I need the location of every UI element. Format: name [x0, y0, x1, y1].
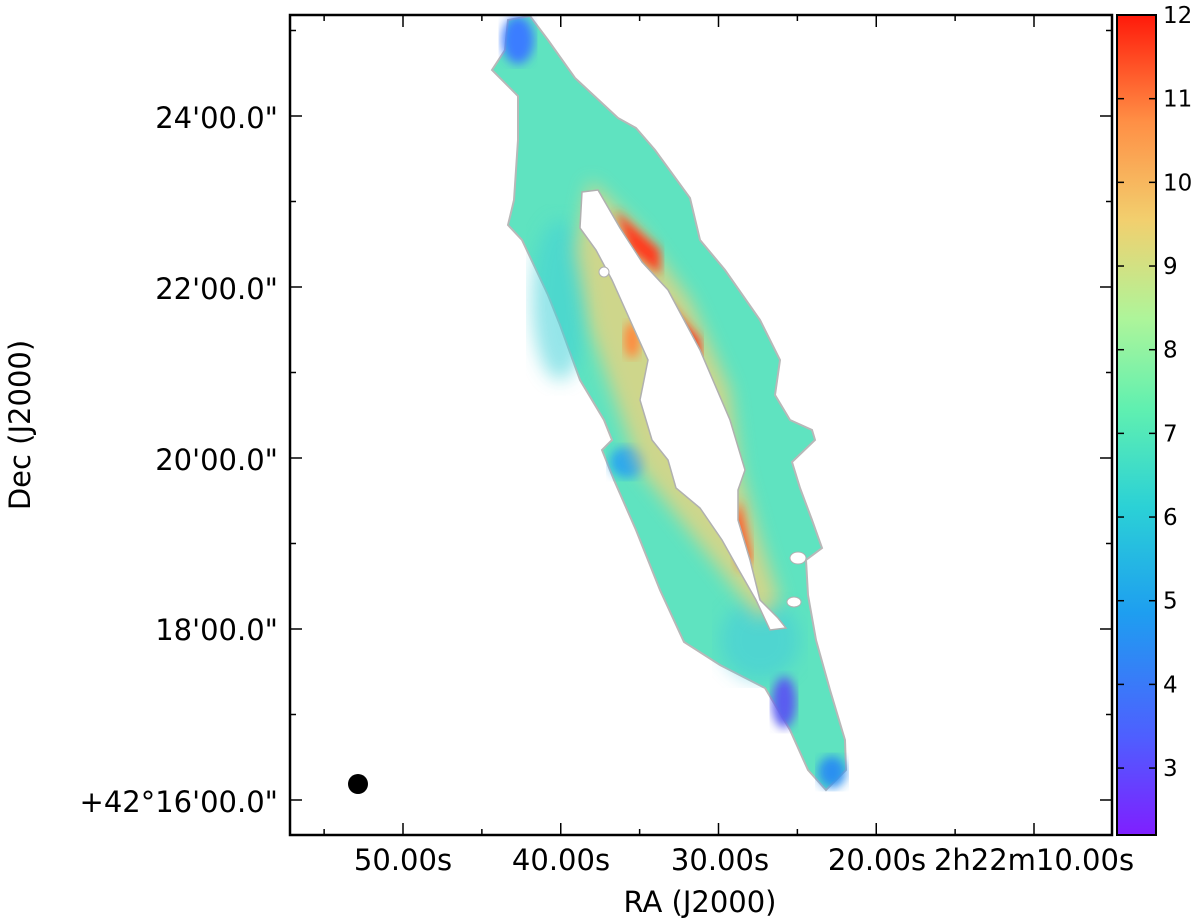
y-tick-label: 20'00.0": [155, 443, 278, 477]
x-tick-label: 20.00s: [828, 843, 926, 877]
x-tick-label: 30.00s: [671, 843, 769, 877]
hole-small-1: [598, 266, 610, 278]
emission-blue-bottom: [772, 676, 796, 728]
y-tick-labels: +42°16'00.0" 18'00.0" 20'00.0" 22'00.0" …: [80, 101, 278, 819]
y-axis-ticks: [290, 29, 1112, 801]
colorbar-tick-label: 4: [1163, 672, 1178, 698]
colorbar-ticks: 3 4 5 6 7 8 9 10 11 12: [1117, 3, 1192, 782]
colorbar: 3 4 5 6 7 8 9 10 11 12: [1116, 3, 1192, 836]
colorbar-tick-label: 8: [1163, 338, 1178, 364]
colorbar-tick-label: 9: [1163, 254, 1178, 280]
colorbar-tick-label: 3: [1163, 756, 1178, 782]
beam-marker: [348, 774, 368, 794]
y-axis-label: Dec (J2000): [3, 340, 37, 510]
x-tick-label: 2h22m10.00s: [934, 843, 1134, 877]
colorbar-tick-label: 10: [1163, 170, 1192, 196]
plot-frame: [288, 13, 1114, 837]
y-tick-label: +42°16'00.0": [80, 785, 278, 819]
colorbar-tick-label: 6: [1163, 505, 1178, 531]
y-tick-label: 18'00.0": [155, 613, 278, 647]
hole-small-2: [789, 551, 807, 565]
emission-blue-tip: [818, 756, 846, 788]
emission-cyan-edge: [532, 220, 588, 380]
colorbar-tick-label: 11: [1163, 87, 1192, 113]
image-panel: [348, 15, 848, 794]
hole-small-3: [786, 596, 802, 608]
y-tick-label: 24'00.0": [155, 101, 278, 135]
y-tick-label: 22'00.0": [155, 272, 278, 306]
central-hole: [579, 189, 788, 631]
colorbar-gradient: [1116, 14, 1157, 836]
x-tick-label: 50.00s: [354, 843, 452, 877]
x-axis-ticks: [323, 15, 1035, 835]
colorbar-tick-label: 12: [1163, 3, 1192, 29]
x-tick-label: 40.00s: [512, 843, 610, 877]
colorbar-tick-label: 7: [1163, 421, 1178, 447]
x-axis-label: RA (J2000): [623, 885, 776, 919]
emission-blue-top: [502, 16, 534, 64]
x-tick-labels: 50.00s 40.00s 30.00s 20.00s 2h22m10.00s: [354, 843, 1134, 877]
colorbar-tick-label: 5: [1163, 589, 1178, 615]
emission-red-streak-1: [615, 210, 660, 275]
